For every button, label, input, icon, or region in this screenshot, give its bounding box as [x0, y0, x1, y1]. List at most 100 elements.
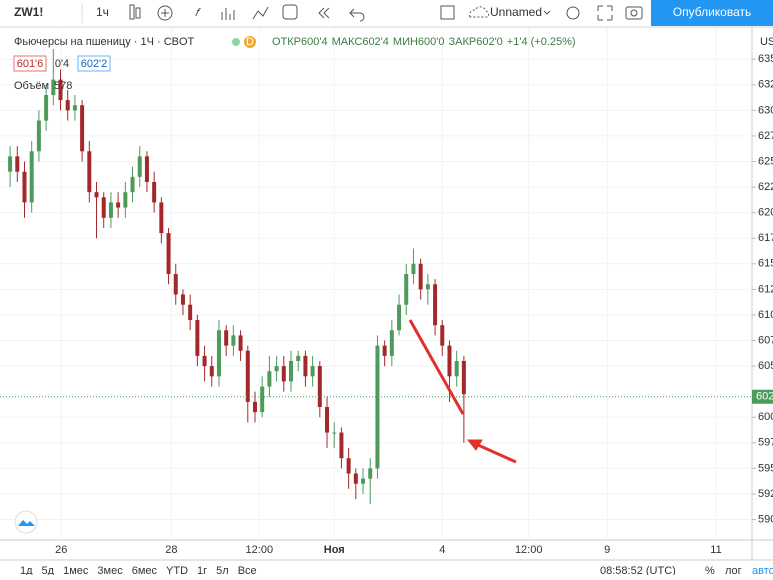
candle-body	[51, 79, 56, 96]
logo	[18, 520, 35, 526]
ohlc-value: МАКС602'4	[332, 36, 389, 48]
toolbar-icons[interactable]	[129, 4, 643, 22]
candle-body	[440, 325, 445, 346]
candle-body	[36, 120, 41, 152]
range-button[interactable]: Все	[238, 565, 257, 577]
candle-body	[159, 202, 164, 234]
log-toggle[interactable]: лог	[725, 565, 742, 577]
candle-body	[389, 330, 394, 356]
x-tick-label: 26	[55, 544, 67, 556]
y-tick-label: 625	[758, 155, 773, 167]
candle-body	[130, 176, 135, 193]
y-tick-label: 632	[758, 79, 773, 91]
candle-body	[94, 192, 99, 198]
candle-body	[245, 350, 250, 402]
y-tick-label: 610	[758, 309, 773, 321]
range-button[interactable]: YTD	[166, 565, 188, 577]
candle-body	[22, 171, 27, 203]
x-tick-label: 9	[604, 544, 610, 556]
candle-body	[101, 197, 106, 218]
candle-body	[65, 100, 70, 111]
x-tick-label: 28	[165, 544, 177, 556]
candle-body	[80, 105, 85, 152]
candle-body	[281, 366, 286, 382]
candle-body	[368, 468, 373, 479]
candle-body	[461, 360, 466, 395]
fx-icon[interactable]: 𝑓	[195, 7, 201, 19]
percent-toggle[interactable]: %	[705, 565, 715, 577]
range-button[interactable]: 5л	[216, 565, 229, 577]
candle-body	[72, 105, 77, 111]
annotations	[408, 319, 517, 464]
candle-body	[411, 263, 416, 275]
currency: US	[760, 36, 773, 48]
candle-body	[346, 458, 351, 474]
bid[interactable]: 601'6	[17, 58, 44, 70]
ohlc-legend: ОТКР600'4 МАКС602'4 МИН600'0 ЗАКР602'0 +1'4 …	[272, 36, 576, 48]
interval[interactable]: 1ч	[96, 5, 109, 19]
range-button[interactable]: 5д	[42, 565, 55, 577]
ask-box[interactable]	[77, 55, 111, 72]
logo-button[interactable]	[14, 510, 38, 534]
candle-body	[87, 151, 92, 193]
toolbar	[0, 0, 773, 27]
ohlc-value: МИН600'0	[393, 36, 445, 48]
status-dot	[232, 38, 240, 46]
candle-body	[29, 151, 34, 203]
clock: 08:58:52 (UTC)	[600, 565, 676, 575]
candle-body	[404, 274, 409, 305]
y-tick-label: 617	[758, 232, 773, 244]
candle-body	[224, 330, 229, 346]
publish-button[interactable]	[651, 0, 773, 26]
candle-body	[274, 366, 279, 372]
candle-body	[252, 401, 257, 413]
bid-box[interactable]	[13, 55, 47, 72]
ohlc-value: ОТКР600'4	[272, 36, 328, 48]
y-tick-label: 627	[758, 130, 773, 142]
candle-body	[216, 330, 221, 377]
symbol[interactable]: ZW1!	[14, 5, 43, 19]
candle-body	[144, 156, 149, 182]
candle-body	[188, 304, 193, 321]
volume-label: Объём	[14, 80, 49, 92]
candle-body	[433, 284, 438, 326]
y-tick-label: 622	[758, 181, 773, 193]
range-button[interactable]: 6мес	[132, 565, 158, 577]
dropdown-caret[interactable]	[543, 10, 551, 15]
candle-body	[361, 478, 366, 484]
candle-body	[195, 320, 200, 356]
candle-body	[397, 304, 402, 331]
candle-body	[231, 335, 236, 346]
candle-body	[180, 294, 185, 305]
ask[interactable]: 602'2	[81, 58, 108, 70]
candle-body	[353, 473, 358, 484]
candle-body	[44, 95, 49, 121]
y-tick-label: 607	[758, 334, 773, 346]
spread: 0'4	[55, 58, 69, 70]
volume-value: 578	[54, 80, 72, 92]
y-tick-label: 630	[758, 104, 773, 116]
y-tick-label: 595	[758, 462, 773, 474]
range-button[interactable]: 1мес	[63, 565, 89, 577]
x-tick-label: 12:00	[246, 544, 274, 556]
layout-name[interactable]: Unnamed	[490, 5, 542, 19]
range-button[interactable]: 1д	[20, 565, 33, 577]
candle-body	[202, 355, 207, 367]
candle-body	[260, 386, 265, 413]
y-tick-label: 590	[758, 513, 773, 525]
y-tick-label: 612	[758, 283, 773, 295]
range-button[interactable]: 1г	[197, 565, 207, 577]
chart-title: Фьючерсы на пшеницу · 1Ч · CBOT	[14, 36, 195, 48]
candle-body	[15, 156, 20, 172]
publish-label[interactable]: Опубликовать	[673, 5, 751, 19]
candle-body	[209, 366, 214, 377]
range-button[interactable]: 3мес	[97, 565, 123, 577]
candle-body	[425, 284, 430, 290]
candle-body	[238, 335, 243, 351]
auto-toggle[interactable]: авто	[752, 565, 773, 577]
candle-body	[267, 371, 272, 387]
candle-body	[325, 407, 330, 433]
candle-body	[332, 432, 337, 434]
ohlc-value: ЗАКР602'0	[449, 36, 503, 48]
